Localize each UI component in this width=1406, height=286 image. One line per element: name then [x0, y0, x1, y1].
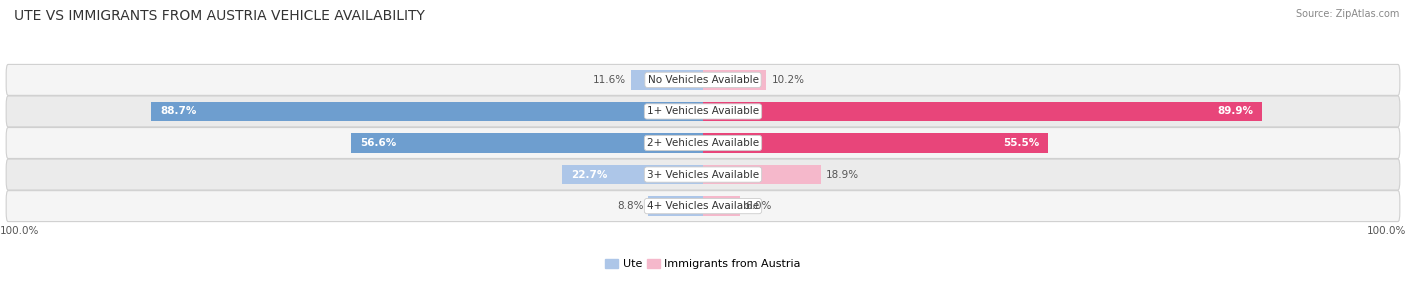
Text: UTE VS IMMIGRANTS FROM AUSTRIA VEHICLE AVAILABILITY: UTE VS IMMIGRANTS FROM AUSTRIA VEHICLE A… [14, 9, 425, 23]
FancyBboxPatch shape [6, 96, 1400, 127]
Text: 88.7%: 88.7% [160, 106, 197, 116]
Bar [562, 165, 703, 184]
Bar [352, 133, 703, 153]
FancyBboxPatch shape [6, 128, 1400, 158]
Text: 89.9%: 89.9% [1218, 106, 1253, 116]
Text: 10.2%: 10.2% [772, 75, 804, 85]
Text: 22.7%: 22.7% [571, 170, 607, 180]
Text: 18.9%: 18.9% [825, 170, 859, 180]
FancyBboxPatch shape [6, 191, 1400, 222]
Bar [648, 196, 703, 216]
Text: 55.5%: 55.5% [1002, 138, 1039, 148]
Text: 1+ Vehicles Available: 1+ Vehicles Available [647, 106, 759, 116]
Text: 11.6%: 11.6% [593, 75, 626, 85]
Bar [703, 102, 1263, 121]
Text: Source: ZipAtlas.com: Source: ZipAtlas.com [1295, 9, 1399, 19]
Text: 100.0%: 100.0% [0, 226, 39, 236]
Text: 3+ Vehicles Available: 3+ Vehicles Available [647, 170, 759, 180]
Text: 2+ Vehicles Available: 2+ Vehicles Available [647, 138, 759, 148]
FancyBboxPatch shape [6, 64, 1400, 95]
Text: 56.6%: 56.6% [360, 138, 396, 148]
Text: 100.0%: 100.0% [1367, 226, 1406, 236]
Text: No Vehicles Available: No Vehicles Available [648, 75, 758, 85]
Bar [703, 70, 766, 90]
Legend: Ute, Immigrants from Austria: Ute, Immigrants from Austria [605, 259, 801, 269]
Text: 8.8%: 8.8% [617, 201, 644, 211]
Text: 6.0%: 6.0% [745, 201, 772, 211]
Bar [703, 196, 741, 216]
Bar [631, 70, 703, 90]
FancyBboxPatch shape [6, 159, 1400, 190]
Bar [703, 133, 1049, 153]
Bar [703, 165, 821, 184]
Text: 4+ Vehicles Available: 4+ Vehicles Available [647, 201, 759, 211]
Bar [152, 102, 703, 121]
